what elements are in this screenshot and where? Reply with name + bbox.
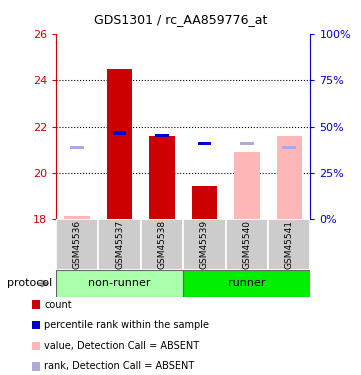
Text: count: count	[44, 300, 72, 309]
Text: value, Detection Call = ABSENT: value, Detection Call = ABSENT	[44, 341, 199, 351]
Bar	[234, 152, 260, 219]
Bar	[226, 219, 268, 270]
Text: GSM45538: GSM45538	[157, 220, 166, 269]
Bar	[113, 131, 126, 135]
Bar	[183, 270, 310, 297]
Text: GSM45536: GSM45536	[73, 220, 82, 269]
Bar	[155, 134, 169, 137]
Bar	[192, 186, 217, 219]
Bar	[98, 219, 141, 270]
Bar	[107, 69, 132, 219]
Bar	[70, 146, 84, 149]
Text: non-runner: non-runner	[88, 279, 151, 288]
Bar	[183, 219, 226, 270]
Text: GSM45539: GSM45539	[200, 220, 209, 269]
Text: GSM45537: GSM45537	[115, 220, 124, 269]
Bar	[282, 146, 296, 149]
Bar	[141, 219, 183, 270]
Text: runner: runner	[228, 279, 266, 288]
Bar	[64, 216, 90, 219]
Bar	[197, 142, 211, 146]
Bar	[149, 136, 175, 219]
Text: GSM45541: GSM45541	[285, 220, 294, 269]
Text: GDS1301 / rc_AA859776_at: GDS1301 / rc_AA859776_at	[94, 13, 267, 26]
Text: rank, Detection Call = ABSENT: rank, Detection Call = ABSENT	[44, 362, 194, 371]
Bar	[240, 142, 254, 146]
Text: percentile rank within the sample: percentile rank within the sample	[44, 320, 209, 330]
Bar	[268, 219, 310, 270]
Text: GSM45540: GSM45540	[242, 220, 251, 269]
Text: protocol: protocol	[7, 279, 52, 288]
Bar	[56, 219, 98, 270]
Bar	[56, 270, 183, 297]
Bar	[277, 136, 302, 219]
